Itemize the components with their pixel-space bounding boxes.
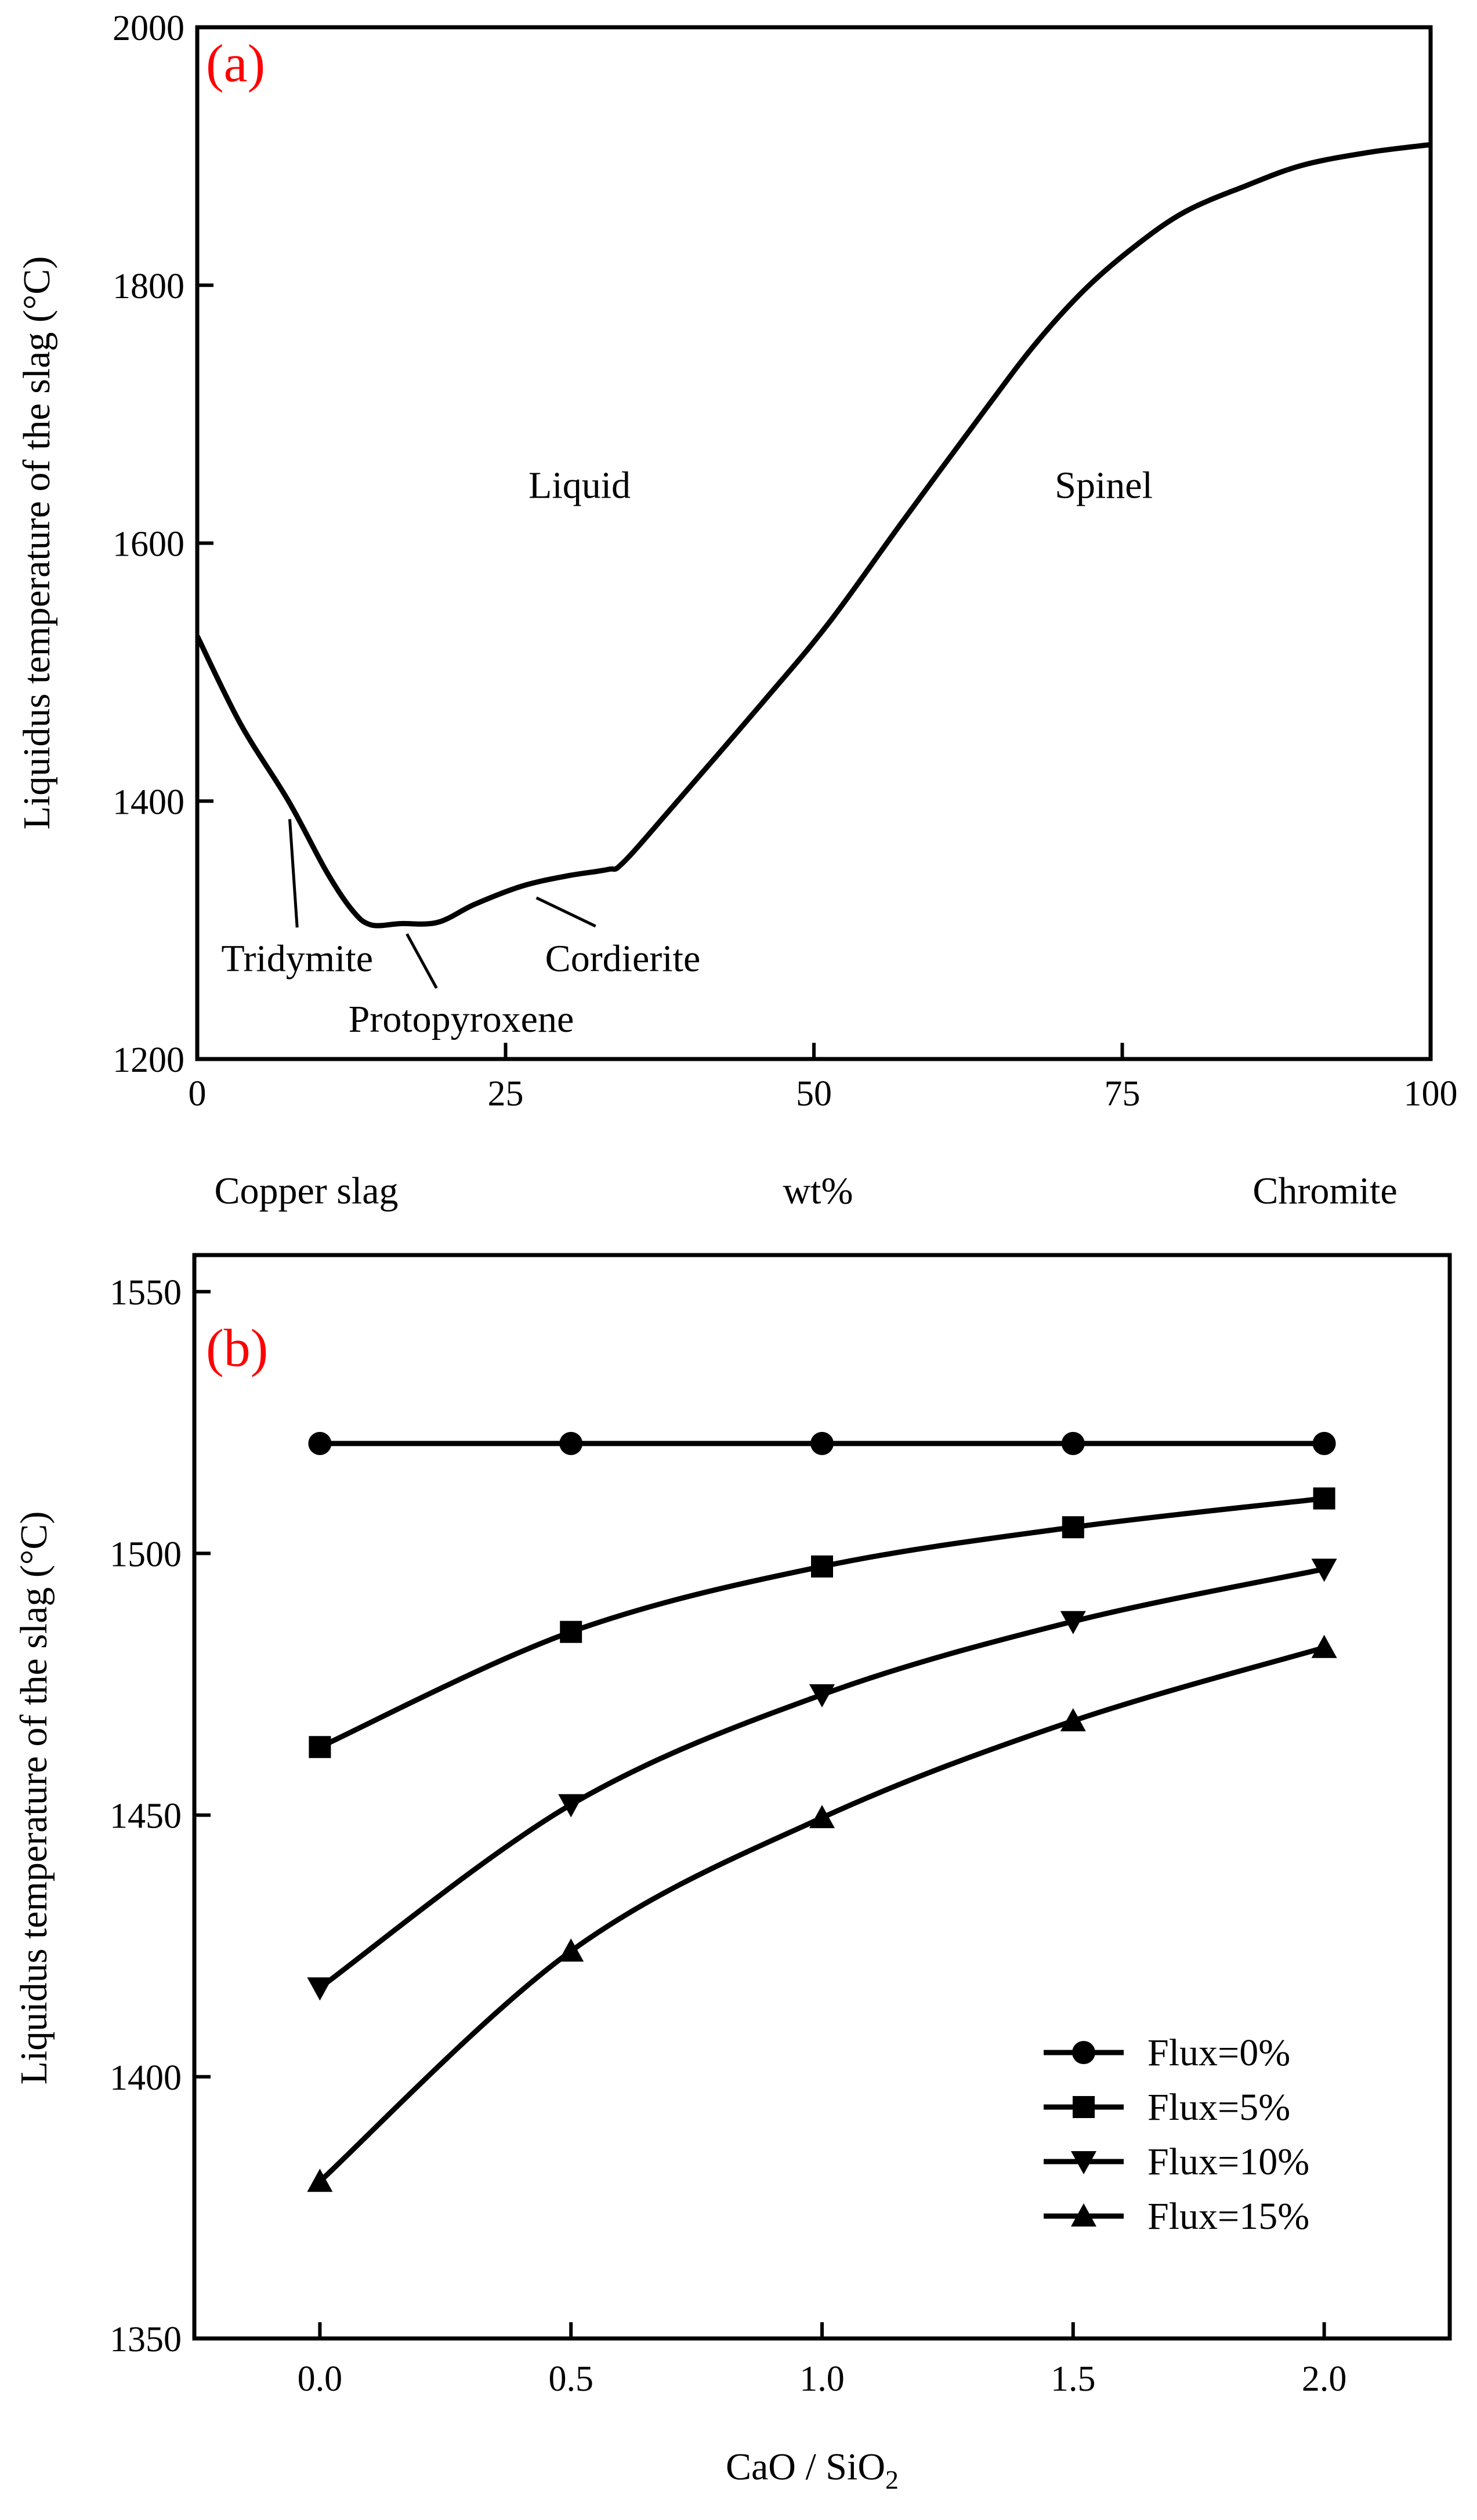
chart-b: (b) Liquidus temperature of the slag (°C…: [13, 1253, 1452, 2494]
legend-label: Flux=0%: [1147, 2032, 1290, 2074]
legend-marker: [1071, 2203, 1096, 2227]
annotation-label: Cordierite: [545, 938, 701, 980]
legend-label: Flux=5%: [1147, 2086, 1290, 2129]
annotation-leader-line: [406, 933, 438, 989]
x-tick-label: 0.0: [298, 2359, 343, 2399]
x-tick-label: 1.0: [799, 2359, 845, 2399]
legend-label: Flux=15%: [1147, 2195, 1309, 2238]
annotation-leader-line: [288, 819, 299, 928]
chart-b-xlabel-subscript: 2: [885, 2465, 899, 2494]
liquidus-curve: [194, 142, 1431, 929]
x-tick-label: 0.5: [548, 2359, 593, 2399]
data-point-marker: [560, 1620, 582, 1643]
data-point-marker: [1312, 1431, 1336, 1455]
annotation-label: Spinel: [1055, 464, 1153, 506]
y-tick-label: 1400: [110, 2058, 182, 2098]
series-line: [318, 1645, 1325, 2184]
legend-marker: [1071, 2151, 1096, 2174]
x-tick-label: 100: [1404, 1074, 1458, 1114]
data-point-marker: [1311, 1634, 1337, 1658]
data-point-marker: [809, 1805, 835, 1829]
data-point-marker: [810, 1431, 834, 1455]
y-tick-label: 1200: [113, 1040, 184, 1080]
x-tick-label: 50: [796, 1074, 832, 1114]
annotation-label: Protopyroxene: [349, 998, 574, 1040]
y-tick-label: 1550: [110, 1273, 182, 1312]
annotation-label: Liquid: [528, 464, 631, 506]
chart-a-frame: [195, 25, 1433, 1061]
y-tick-label: 1800: [113, 267, 184, 306]
y-tick-label: 1400: [113, 782, 184, 822]
chart-a-panel-label: (a): [206, 34, 265, 93]
data-point-marker: [559, 1431, 583, 1455]
y-tick-label: 2000: [113, 9, 184, 48]
chart-b-xlabel-main: CaO / SiO: [726, 2446, 885, 2488]
x-tick-label: 0: [189, 1074, 207, 1114]
annotation-leader-line: [535, 896, 596, 928]
x-tick-label: 25: [488, 1074, 524, 1114]
chart-a-ylabel: Liquidus temperature of the slag (°C): [16, 256, 58, 830]
y-tick-label: 1350: [110, 2320, 182, 2359]
x-tick-label: 2.0: [1302, 2359, 1347, 2399]
data-point-marker: [1062, 1516, 1084, 1539]
y-tick-label: 1600: [113, 525, 184, 564]
data-point-marker: [1060, 1611, 1086, 1634]
data-point-marker: [307, 2169, 333, 2192]
chart-b-panel-label: (b): [206, 1318, 268, 1377]
legend-marker: [1073, 2096, 1095, 2118]
data-point-marker: [309, 1736, 331, 1758]
data-point-marker: [308, 1431, 332, 1455]
annotation-label: Tridymite: [221, 938, 373, 980]
data-point-marker: [558, 1938, 584, 1962]
series-line: [318, 1567, 1325, 1990]
chart-a-left-end-label: Copper slag: [214, 1170, 398, 1212]
data-point-marker: [558, 1794, 584, 1818]
chart-b-xlabel: CaO / SiO2: [726, 2446, 899, 2494]
chart-a: (a) Liquidus temperature of the slag (°C…: [16, 9, 1458, 1212]
data-point-marker: [1061, 1431, 1085, 1455]
data-point-marker: [1311, 1558, 1337, 1582]
x-tick-label: 75: [1105, 1074, 1141, 1114]
legend-marker: [1072, 2041, 1095, 2064]
data-point-marker: [1313, 1487, 1335, 1510]
data-point-marker: [809, 1684, 835, 1708]
y-tick-label: 1500: [110, 1535, 182, 1574]
data-point-marker: [307, 1977, 333, 2001]
x-tick-label: 1.5: [1051, 2359, 1096, 2399]
chart-a-right-end-label: Chromite: [1252, 1170, 1397, 1212]
series-line: [318, 1496, 1325, 1750]
chart-a-xlabel: wt%: [783, 1170, 853, 1212]
chart-b-ylabel: Liquidus temperature of the slag (°C): [13, 1511, 55, 2085]
y-tick-label: 1450: [110, 1797, 182, 1836]
data-point-marker: [811, 1555, 833, 1578]
data-point-marker: [1060, 1708, 1086, 1732]
legend-label: Flux=10%: [1147, 2141, 1309, 2183]
